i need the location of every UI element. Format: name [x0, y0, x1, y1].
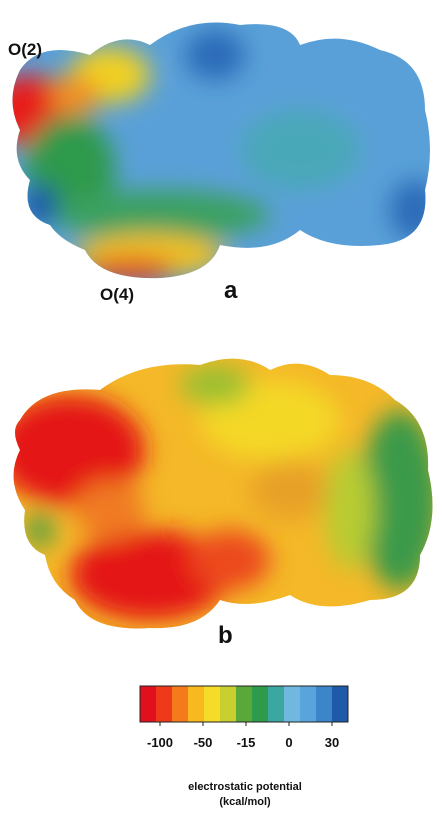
- colorbar-segment: [300, 686, 317, 722]
- colorbar-segment: [332, 686, 349, 722]
- colorbar-segment: [316, 686, 333, 722]
- colorbar-segment: [140, 686, 157, 722]
- colorbar-title: electrostatic potential: [188, 781, 302, 793]
- colorbar: -100 -50 -15 0 30: [140, 686, 349, 750]
- colorbar-tick-label: 30: [325, 735, 339, 750]
- atom-label: O(2): [8, 40, 42, 59]
- atom-label: O(4): [100, 285, 134, 304]
- colorbar-tick-label: -100: [147, 735, 173, 750]
- colorbar-unit: (kcal/mol): [219, 796, 271, 808]
- colorbar-tick-label: 0: [285, 735, 292, 750]
- colorbar-segment: [220, 686, 237, 722]
- colorbar-segment: [236, 686, 253, 722]
- panel-label: a: [224, 277, 238, 304]
- potential-map-b: [0, 340, 442, 640]
- figure: O(2) O(4) a b -100 -50 -15 0 30 electrostati…: [0, 0, 442, 816]
- colorbar-segment: [268, 686, 285, 722]
- colorbar-segment: [188, 686, 205, 722]
- colorbar-tick-label: -50: [194, 735, 213, 750]
- colorbar-segment: [156, 686, 173, 722]
- colorbar-segment: [172, 686, 189, 722]
- colorbar-segment: [252, 686, 269, 722]
- colorbar-segment: [284, 686, 301, 722]
- potential-map-a: [0, 0, 442, 290]
- colorbar-segment: [204, 686, 221, 722]
- colorbar-tick-label: -15: [237, 735, 256, 750]
- panel-label: b: [218, 622, 233, 649]
